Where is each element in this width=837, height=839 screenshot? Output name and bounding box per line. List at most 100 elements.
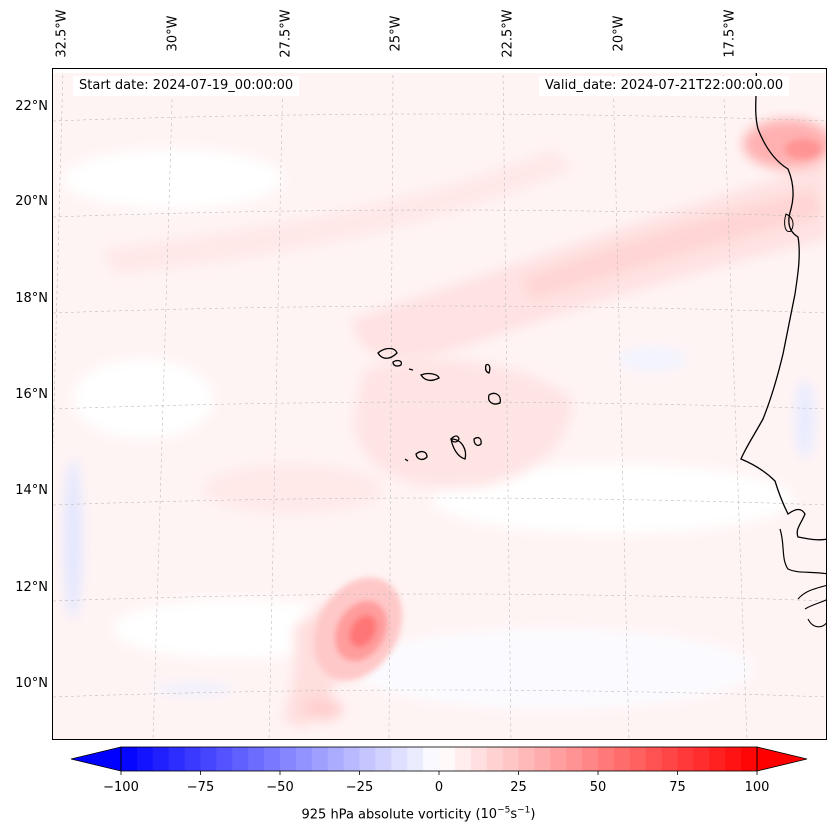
negative-vorticity-strip (64, 459, 82, 619)
colorbar-segment (375, 747, 392, 771)
colorbar-segment (423, 747, 440, 771)
colorbar-segment (136, 747, 154, 771)
colorbar-segment (470, 747, 488, 771)
colorbar-segment (184, 747, 202, 771)
lat-gridline (53, 401, 826, 410)
colorbar-units: (10−5s−1) (475, 806, 536, 823)
lat-label: 12°N (15, 580, 48, 595)
island-santiago-north (450, 435, 460, 443)
lat-label: 20°N (15, 194, 48, 209)
colorbar-segment (407, 747, 424, 771)
lon-label: 30°W (165, 15, 181, 52)
vorticity-patch (203, 464, 383, 514)
frame-edge (53, 69, 826, 73)
lat-label: 14°N (15, 483, 48, 498)
lat-label: 18°N (15, 291, 48, 306)
low-vorticity-patch (433, 464, 793, 534)
valid-date-label: Valid_date: 2024-07-21T22:00:00.00 (539, 76, 790, 96)
lat-label: 10°N (15, 676, 48, 691)
colorbar-segment (661, 747, 679, 771)
colorbar-segment (486, 747, 504, 771)
colorbar-segment (295, 747, 313, 771)
lon-gridline (53, 69, 64, 454)
colorbar-segment (359, 747, 376, 771)
colorbar-segment (629, 747, 647, 771)
colorbar-extend-max (756, 746, 808, 772)
colorbar-segment (613, 747, 631, 771)
island-fogo (415, 450, 428, 461)
colorbar-tick-label: 75 (669, 780, 686, 795)
colorbar-tick-label: 100 (744, 780, 770, 795)
colorbar-segment (502, 747, 520, 771)
colorbar-segment (598, 747, 615, 771)
vorticity-band (103, 149, 573, 274)
colorbar-segment (232, 747, 249, 771)
vortex-core (349, 615, 377, 647)
colorbar-segment (709, 747, 726, 771)
units-prefix: (10 (475, 807, 498, 823)
negative-vorticity-patch (618, 347, 688, 371)
island-region (353, 359, 573, 489)
colorbar-tick-label: −50 (266, 780, 294, 795)
low-vorticity-patch (113, 599, 353, 659)
units-suffix: ) (530, 807, 536, 823)
island-santa-luzia (408, 368, 414, 371)
lon-gridline (502, 69, 512, 739)
colorbar-segment (168, 747, 186, 771)
start-date-label: Start date: 2024-07-19_00:00:00 (73, 76, 300, 96)
island-brava (404, 458, 409, 462)
colorbar-segment (216, 747, 233, 771)
lon-gridline (612, 69, 630, 739)
colorbar-segment (582, 747, 599, 771)
vorticity-field (53, 69, 826, 739)
coastline-feature (784, 213, 794, 233)
colorbar-extend-min (70, 746, 122, 772)
lon-label: 27.5°W (278, 9, 294, 58)
vorticity-patch (303, 697, 343, 721)
lon-gridline (388, 69, 394, 739)
island-sal (484, 363, 491, 374)
cape-verde-islands (377, 347, 501, 462)
colorbar-segment (439, 747, 456, 771)
coastline-guinea-bissau (797, 584, 826, 628)
lat-gridline (53, 305, 826, 314)
lat-gridline (53, 497, 826, 506)
colorbar-segment (343, 747, 361, 771)
island-santo-antao (377, 347, 398, 359)
colorbar-segment (327, 747, 345, 771)
low-vorticity-patch (73, 359, 213, 439)
low-vorticity-patch (353, 629, 753, 709)
colorbar-tick-label: −25 (345, 780, 374, 795)
colorbar-segment (152, 747, 170, 771)
coastline-gambia (779, 528, 826, 575)
colorbar-segment (550, 747, 567, 771)
lat-gridline (53, 209, 826, 218)
colorbar-segment (248, 747, 265, 771)
colorbar-segment (677, 747, 694, 771)
colorbar-tick-label: 25 (510, 780, 527, 795)
colorbar-tick-marks (120, 771, 758, 775)
lon-label: 20°W (611, 15, 627, 52)
colorbar-segments (121, 747, 758, 771)
island-santiago (450, 438, 467, 460)
coastal-core (785, 139, 821, 159)
graticule (53, 69, 826, 739)
lat-gridline (53, 593, 826, 602)
map-panel (52, 68, 827, 740)
colorbar-tick-label: 0 (434, 780, 444, 795)
colorbar-segment (566, 747, 583, 771)
lat-gridline (53, 689, 826, 698)
colorbar-segment (454, 747, 472, 771)
colorbar-segment (121, 747, 138, 771)
lon-gridline (722, 69, 748, 739)
lon-label: 22.5°W (500, 9, 516, 58)
lon-gridline (268, 69, 284, 739)
colorbar-segment (518, 747, 535, 771)
low-vorticity-patch (63, 149, 283, 209)
island-sao-nicolau (420, 372, 440, 382)
colorbar-segment (391, 747, 408, 771)
negative-vorticity-patch (795, 379, 815, 459)
lat-label: 22°N (15, 99, 48, 114)
colorbar-variable: 925 hPa absolute vorticity (301, 807, 472, 823)
